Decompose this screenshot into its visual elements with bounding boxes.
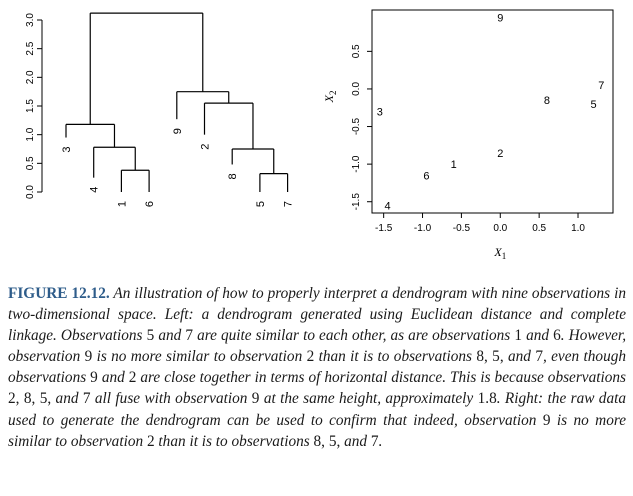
x-tick-label: -1.5 bbox=[375, 223, 393, 234]
x-tick-label: -0.5 bbox=[453, 223, 471, 234]
caption-text: are close together in terms of horizonta… bbox=[136, 369, 626, 387]
caption-text: and bbox=[51, 390, 83, 408]
caption-text: is no more similar to observation bbox=[8, 411, 627, 450]
leaf-label: 3 bbox=[61, 146, 73, 152]
caption-text: at the same height, approximately bbox=[259, 390, 478, 408]
scatter-point-label: 7 bbox=[598, 80, 604, 92]
caption-number: 7 bbox=[370, 432, 379, 450]
leaf-label: 8 bbox=[227, 173, 239, 179]
y-tick-label: -1.0 bbox=[351, 155, 362, 173]
caption-label: FIGURE 12.12. bbox=[8, 285, 110, 302]
plot-frame bbox=[371, 9, 614, 214]
figure: 0.0 0.5 1.0 1.5 2.0 2.5 3.0 3 4 1 6 9 2 8 5 7 -1.5 -1.0-… bbox=[25, 9, 614, 261]
y-tick-label: 0.5 bbox=[351, 44, 362, 58]
caption-number: 2 bbox=[128, 369, 137, 387]
caption-number: 2, 8, 5, bbox=[8, 390, 52, 408]
caption-text: , even though observations bbox=[8, 348, 627, 387]
caption-number: 9 bbox=[84, 348, 93, 366]
scatter-point-label: 4 bbox=[384, 200, 390, 212]
y-tick-label: 1.5 bbox=[25, 99, 36, 113]
caption-number: 7 bbox=[185, 327, 194, 345]
figure-caption: FIGURE 12.12. An illustration of how to … bbox=[8, 283, 626, 452]
leaf-label: 6 bbox=[144, 201, 156, 207]
x-axis-label: X1 bbox=[493, 245, 506, 261]
caption-number: 8, 5, bbox=[476, 348, 504, 366]
y-tick-label: 2.5 bbox=[25, 41, 36, 55]
y-tick-label: 3.0 bbox=[25, 13, 36, 27]
caption-text: a dendrogram generated using Euclidean d… bbox=[8, 306, 626, 345]
caption-number: 7 bbox=[82, 390, 91, 408]
y-tick-label: -0.5 bbox=[351, 117, 362, 135]
caption-text: the raw data used to generate the dendro… bbox=[8, 390, 626, 429]
caption-number: 9 bbox=[251, 390, 260, 408]
caption-text: . Right: bbox=[496, 390, 548, 408]
caption-text: . However, observation bbox=[8, 327, 627, 366]
leaf-label: 7 bbox=[283, 201, 295, 207]
caption-number: 7 bbox=[535, 348, 543, 366]
x-tick-label: 0.5 bbox=[532, 223, 546, 234]
caption-number: 6 bbox=[553, 327, 561, 345]
caption-text: and bbox=[503, 348, 536, 366]
scatter-point-label: 1 bbox=[451, 159, 457, 171]
y-tick-label: -1.5 bbox=[351, 193, 362, 211]
caption-text: are quite similar to each other, as are … bbox=[193, 327, 515, 345]
caption-text: is no more similar to observation bbox=[92, 348, 307, 366]
leaf-label: 9 bbox=[172, 128, 184, 134]
x-axis-label-subscript: 1 bbox=[502, 251, 507, 261]
y-tick-label: 0.0 bbox=[25, 185, 36, 199]
y-tick-label: 0.0 bbox=[351, 82, 362, 96]
caption-text: and bbox=[97, 369, 129, 387]
caption-number: 1.8 bbox=[477, 390, 497, 408]
caption-number: 1 bbox=[514, 327, 522, 345]
scatter-point-label: 5 bbox=[591, 99, 597, 111]
caption-text: and bbox=[340, 432, 371, 450]
caption-text: and bbox=[154, 327, 186, 345]
scatter-point-label: 9 bbox=[497, 13, 503, 25]
leaf-label: 5 bbox=[255, 201, 267, 207]
x-tick-label: 0.0 bbox=[493, 223, 507, 234]
scatter-point-label: 3 bbox=[377, 107, 383, 119]
caption-text: and bbox=[522, 327, 554, 345]
x-tick-label: 1.0 bbox=[571, 223, 585, 234]
scatter-point-label: 8 bbox=[544, 95, 550, 107]
y-axis-label: X2 bbox=[322, 91, 338, 104]
caption-text: than it is to observations bbox=[314, 348, 477, 366]
leaf-label: 4 bbox=[89, 187, 101, 193]
scatter-point-label: 6 bbox=[423, 170, 429, 182]
caption-number: 9 bbox=[542, 411, 551, 429]
caption-number: 8, 5, bbox=[313, 432, 341, 450]
caption-number: 2 bbox=[306, 348, 315, 366]
leaf-label: 2 bbox=[200, 144, 212, 150]
caption-number: 5 bbox=[146, 327, 155, 345]
leaf-label: 1 bbox=[116, 201, 128, 207]
caption-text: . bbox=[378, 432, 383, 450]
caption-number: 9 bbox=[90, 369, 98, 387]
y-tick-label: 2.0 bbox=[25, 70, 36, 84]
caption-text: all fuse with observation bbox=[90, 390, 252, 408]
caption-text: An illustration of how to properly inter… bbox=[8, 285, 626, 324]
caption-text: than it is to observations bbox=[154, 432, 314, 450]
y-tick-label: 1.0 bbox=[25, 127, 36, 141]
scatter-panel: -1.5 -1.0 -0.5 0.0 0.5 1.0 -1.5 -1.0 -0.5 0.0 0.5 X… bbox=[322, 9, 614, 261]
x-tick-label: -1.0 bbox=[414, 223, 432, 234]
scatter-point-label: 2 bbox=[497, 148, 503, 160]
y-tick-label: 0.5 bbox=[25, 156, 36, 170]
caption-number: 2 bbox=[146, 432, 155, 450]
y-axis-label-subscript: 2 bbox=[328, 91, 338, 96]
